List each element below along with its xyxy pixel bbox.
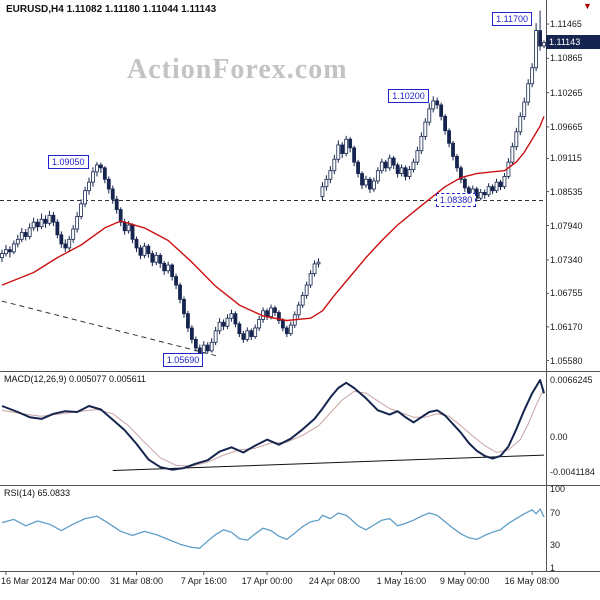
price-level-label: 1.08380: [435, 193, 477, 208]
current-price-tag: 1.11143: [546, 35, 600, 50]
time-axis-label: 1 May 16:00: [376, 576, 427, 586]
rsi-panel-label: RSI(14) 65.0833: [4, 488, 71, 498]
price-axis-label: 1.06170: [550, 321, 583, 332]
price-axis-label: 1.11465: [550, 19, 582, 29]
price-axis-label: 1.10265: [550, 87, 583, 98]
time-axis-label: 16 Mar 2017: [1, 576, 52, 586]
chart-title: EURUSD,H4 1.11082 1.11180 1.11044 1.1114…: [6, 4, 217, 15]
time-axis-label: 24 Apr 08:00: [308, 576, 360, 586]
time-axis-label: 9 May 00:00: [439, 576, 490, 586]
price-axis-label: 1.09115: [550, 153, 582, 164]
watermark: ActionForex.com: [127, 54, 348, 85]
time-axis-label: 16 May 08:00: [504, 576, 560, 586]
time-axis-label: 17 Apr 00:00: [241, 576, 293, 586]
price-level-label: 1.10200: [388, 89, 429, 104]
time-axis-label: 24 Mar 00:00: [46, 576, 100, 586]
time-axis-label: 31 Mar 08:00: [110, 576, 164, 586]
rsi-axis-label: 30: [550, 540, 561, 550]
price-level-label: 1.11700: [492, 11, 533, 26]
rsi-axis-label: 70: [550, 508, 561, 518]
price-axis-label: 1.08535: [550, 186, 583, 197]
macd-axis-label: 0.00: [550, 432, 568, 442]
scroll-marker-icon: ▼: [583, 1, 592, 11]
price-axis-label: 1.07340: [550, 254, 583, 265]
price-level-label: 1.09050: [48, 155, 89, 170]
macd-axis-label: -0.0041184: [550, 467, 595, 478]
time-axis-label: 7 Apr 16:00: [180, 576, 227, 586]
macd-panel-label: MACD(12,26,9) 0.005077 0.005611: [4, 374, 146, 384]
rsi-axis-label: 1: [550, 563, 556, 574]
price-level-label: 1.05690: [162, 353, 204, 368]
price-axis-label: 1.07940: [550, 220, 583, 231]
price-axis-label: 1.06755: [550, 288, 583, 299]
price-axis-label: 1.10865: [550, 53, 583, 64]
macd-axis-label: 0.0066245: [550, 375, 593, 385]
price-axis-label: 1.09665: [550, 121, 583, 132]
rsi-axis-label: 100: [550, 484, 566, 494]
price-axis-label: 1.05580: [550, 355, 583, 366]
